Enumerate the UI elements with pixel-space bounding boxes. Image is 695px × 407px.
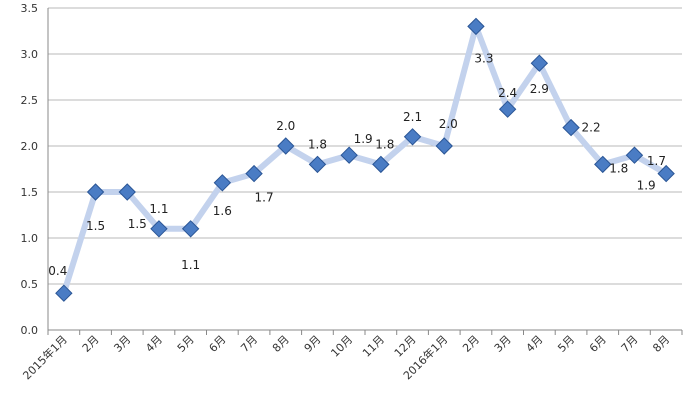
y-tick-label: 2.5	[21, 94, 39, 107]
x-tick-label: 11月	[360, 333, 387, 360]
x-tick-label: 2月	[460, 333, 482, 355]
data-label: 1.7	[255, 191, 274, 205]
data-point	[403, 128, 422, 146]
data-label: 1.1	[181, 258, 200, 272]
data-label: 1.9	[637, 179, 656, 193]
data-label: 1.1	[149, 202, 168, 216]
data-label: 2.2	[582, 121, 601, 135]
x-tick-label: 6月	[207, 333, 229, 355]
data-label: 1.7	[647, 154, 666, 168]
y-tick-label: 0.0	[21, 324, 39, 337]
x-tick-label: 10月	[328, 333, 355, 360]
data-point	[245, 164, 263, 183]
data-point	[625, 146, 644, 164]
x-tick-label: 4月	[143, 333, 165, 355]
y-tick-label: 1.0	[21, 232, 39, 245]
data-label: 1.6	[213, 204, 232, 218]
data-point	[562, 118, 580, 137]
x-tick-label: 6月	[587, 333, 609, 355]
data-point	[372, 155, 390, 174]
data-label: 2.1	[403, 110, 422, 124]
data-point	[340, 146, 358, 164]
data-point	[308, 155, 327, 174]
data-point	[498, 100, 517, 118]
data-point	[55, 284, 73, 302]
x-tick-label: 5月	[555, 333, 577, 355]
x-tick-label: 3月	[111, 333, 133, 355]
data-point	[467, 17, 485, 36]
x-tick-label: 8月	[650, 333, 672, 355]
data-label: 2.0	[276, 119, 295, 133]
data-label: 1.5	[86, 219, 105, 233]
data-label: 1.8	[609, 161, 628, 175]
data-label: 1.8	[308, 137, 327, 151]
data-point	[118, 183, 136, 201]
data-point	[594, 155, 612, 174]
x-tick-label: 7月	[238, 333, 260, 355]
y-tick-label: 3.5	[21, 2, 39, 15]
series-line	[60, 23, 670, 297]
data-point	[657, 164, 675, 183]
y-tick-label: 1.5	[21, 186, 39, 199]
data-point	[86, 183, 105, 201]
x-tick-label: 3月	[492, 333, 514, 355]
y-tick-label: 0.5	[21, 278, 39, 291]
x-tick-label: 4月	[524, 333, 546, 355]
data-label: 2.4	[498, 86, 517, 100]
data-label: 1.5	[128, 217, 147, 231]
x-tick-label: 9月	[302, 333, 324, 355]
data-point	[150, 220, 168, 238]
x-tick-label: 12月	[392, 333, 419, 360]
data-label: 1.9	[354, 132, 373, 146]
y-tick-label: 3.0	[21, 48, 39, 61]
data-label: 2.9	[530, 82, 549, 96]
x-tick-label: 5月	[175, 333, 197, 355]
y-tick-label: 2.0	[21, 140, 39, 153]
data-point	[213, 174, 232, 192]
data-label: 3.3	[474, 51, 493, 65]
data-point	[530, 54, 549, 72]
data-label: 1.8	[375, 137, 394, 151]
x-tick-label: 8月	[270, 333, 292, 355]
data-label: 2.0	[439, 117, 458, 131]
x-tick-label: 7月	[619, 333, 641, 355]
x-tick-label: 2015年1月	[20, 332, 70, 382]
data-point	[435, 137, 453, 155]
data-point	[277, 137, 295, 155]
x-tick-label: 2月	[80, 333, 102, 355]
data-label: 0.4	[48, 264, 67, 278]
data-point	[181, 220, 200, 238]
